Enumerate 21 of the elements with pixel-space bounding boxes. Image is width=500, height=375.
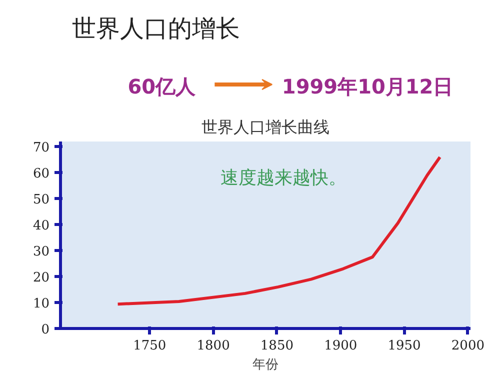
y-tick-label: 70 <box>32 140 50 156</box>
y-tick-label: 30 <box>32 244 50 260</box>
x-tick-label: 1900 <box>324 338 358 354</box>
y-tick-label: 0 <box>41 322 50 338</box>
text: 1999年10月12日 <box>282 74 454 98</box>
x-tick-label: 1850 <box>260 338 294 354</box>
line-series <box>116 156 442 306</box>
x-tick-label: 1800 <box>196 338 230 354</box>
x-tick-label: 1950 <box>388 338 421 354</box>
y-tick-label: 20 <box>32 270 50 286</box>
y-tick-label: 60 <box>32 166 50 182</box>
chart-title: 世界人口的增长 <box>72 14 240 42</box>
y-tick-label: 10 <box>32 296 50 312</box>
x-tick-label: 1750 <box>133 338 166 354</box>
chart-subtitle: 世界人口增长曲线 <box>202 118 330 136</box>
annotation: 速度越来越快。 <box>220 168 346 188</box>
text: 60亿人 <box>128 74 197 98</box>
y-tick-label: 50 <box>32 192 50 208</box>
x-tick-label: 2000 <box>451 338 485 354</box>
x-axis-title: 年份 <box>252 358 278 372</box>
y-tick-label: 40 <box>32 218 50 234</box>
